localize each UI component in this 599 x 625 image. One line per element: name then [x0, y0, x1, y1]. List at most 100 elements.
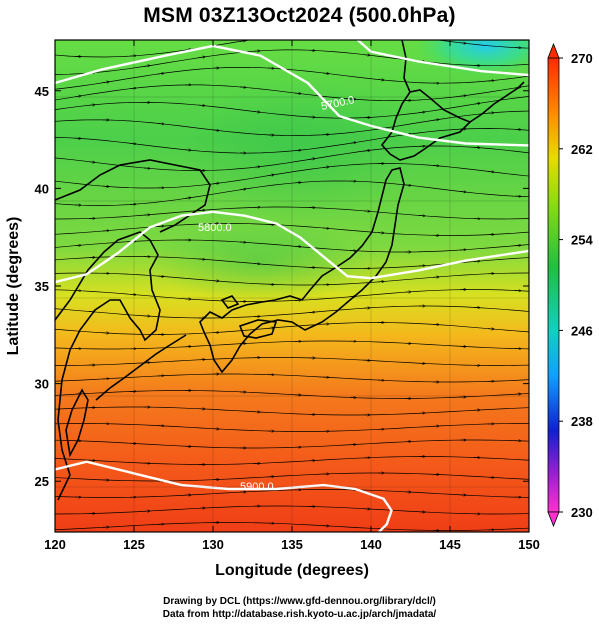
streamline [55, 145, 529, 171]
streamline-arrow [212, 130, 219, 131]
streamline [55, 180, 529, 206]
y-axis-ticks: 25 30 35 40 45 [35, 84, 529, 489]
x-tick-label: 125 [123, 537, 145, 552]
streamline [55, 289, 529, 302]
contour-line [55, 210, 529, 284]
colorbar-min-triangle [547, 511, 560, 528]
streamline [55, 373, 529, 383]
streamline-arrow [322, 167, 329, 168]
streamline [55, 423, 529, 432]
streamline-arrow [432, 277, 439, 278]
streamline-arrow [102, 231, 109, 232]
streamline-arrow [528, 311, 529, 312]
streamline-arrow [294, 246, 301, 247]
y-tick-label: 25 [35, 474, 49, 489]
streamline-arrow [102, 186, 109, 187]
wind-streamlines [55, 34, 529, 531]
streamline [55, 49, 529, 75]
streamline [55, 522, 529, 531]
streamline-arrow [212, 281, 219, 282]
streamline-arrow [129, 143, 136, 144]
x-axis-label: Longitude (degrees) [215, 562, 369, 579]
streamline-arrow [253, 167, 260, 168]
streamline-arrow [88, 105, 95, 106]
streamline-arrow [129, 294, 136, 295]
streamline-arrow [239, 87, 246, 88]
colorbar-tick-label: 254 [571, 233, 593, 248]
streamline-arrow [473, 147, 480, 148]
streamline-arrow [418, 215, 425, 216]
streamline-arrow [528, 96, 529, 97]
streamline-arrow [88, 162, 95, 163]
streamline [55, 223, 529, 236]
y-tick-label: 45 [35, 84, 49, 99]
contour-line [55, 460, 393, 532]
streamline [55, 439, 529, 449]
streamline [55, 456, 529, 465]
streamline-arrow [74, 96, 81, 97]
colorbar-tick-label: 246 [571, 323, 593, 338]
credit-line-data: Data from http://database.rish.kyoto-u.a… [162, 609, 437, 620]
streamline-arrow [528, 152, 529, 154]
streamline-arrow [473, 261, 480, 262]
streamline-arrow [295, 34, 301, 35]
grid-lines [55, 40, 529, 532]
streamline-arrow [308, 312, 315, 313]
streamline-arrow [294, 150, 301, 151]
chart-title: MSM 03Z13Oct2024 (500.0hPa) [143, 4, 456, 27]
streamline-arrow [143, 66, 150, 67]
streamline-arrow [418, 112, 425, 113]
x-tick-label: 130 [202, 537, 224, 552]
streamline-arrow [404, 185, 411, 186]
contour-line [55, 44, 529, 147]
streamline-arrow [184, 198, 191, 199]
geopotential-height-contours [55, 40, 529, 532]
streamline-arrow [267, 175, 274, 176]
contour-label-5900: 5900.0 [240, 481, 274, 493]
contour-line [355, 40, 529, 77]
colorbar-tick-label: 238 [571, 414, 593, 429]
streamline [55, 67, 529, 90]
streamline-arrow [102, 82, 109, 83]
x-tick-label: 145 [439, 537, 461, 552]
colorbar-tick-label: 262 [571, 142, 593, 157]
x-tick-label: 135 [281, 537, 303, 552]
streamline-arrow [322, 228, 329, 229]
streamline-arrow [487, 171, 494, 172]
streamline [55, 239, 529, 253]
streamline-arrow [267, 328, 274, 329]
streamline-arrow [308, 159, 315, 160]
y-tick-label: 40 [35, 181, 49, 196]
colorbar-ticks: 270 262 254 246 238 230 [559, 51, 593, 520]
streamline [55, 305, 529, 319]
streamline [55, 40, 529, 58]
streamline [55, 128, 529, 154]
streamline [55, 272, 529, 286]
streamline-arrow [198, 57, 205, 58]
streamline-arrow [239, 41, 246, 42]
colorbar: 270 262 254 246 238 230 [547, 42, 593, 528]
colorbar-tick-label: 270 [571, 51, 593, 66]
streamline-arrow [157, 226, 164, 227]
streamline-arrow [184, 150, 191, 151]
x-tick-label: 140 [360, 537, 382, 552]
streamline-arrow [253, 264, 260, 265]
streamline-arrow [487, 113, 494, 114]
streamline-arrow [157, 123, 164, 124]
x-tick-label: 150 [518, 537, 540, 552]
coastlines [55, 40, 525, 501]
streamline [55, 406, 529, 416]
streamline-arrow [405, 36, 411, 37]
streamline-arrow [432, 165, 439, 166]
streamline-arrow [294, 93, 301, 94]
x-axis-ticks: 120 125 130 135 140 145 150 [44, 40, 540, 552]
streamline-arrow [253, 112, 260, 113]
temperature-field [55, 34, 529, 532]
streamline-arrow [363, 55, 370, 56]
colorbar-max-triangle [547, 42, 560, 59]
streamline-arrow [377, 80, 384, 81]
y-tick-label: 30 [35, 377, 49, 392]
streamline [55, 84, 529, 101]
streamline-arrow [514, 245, 521, 246]
